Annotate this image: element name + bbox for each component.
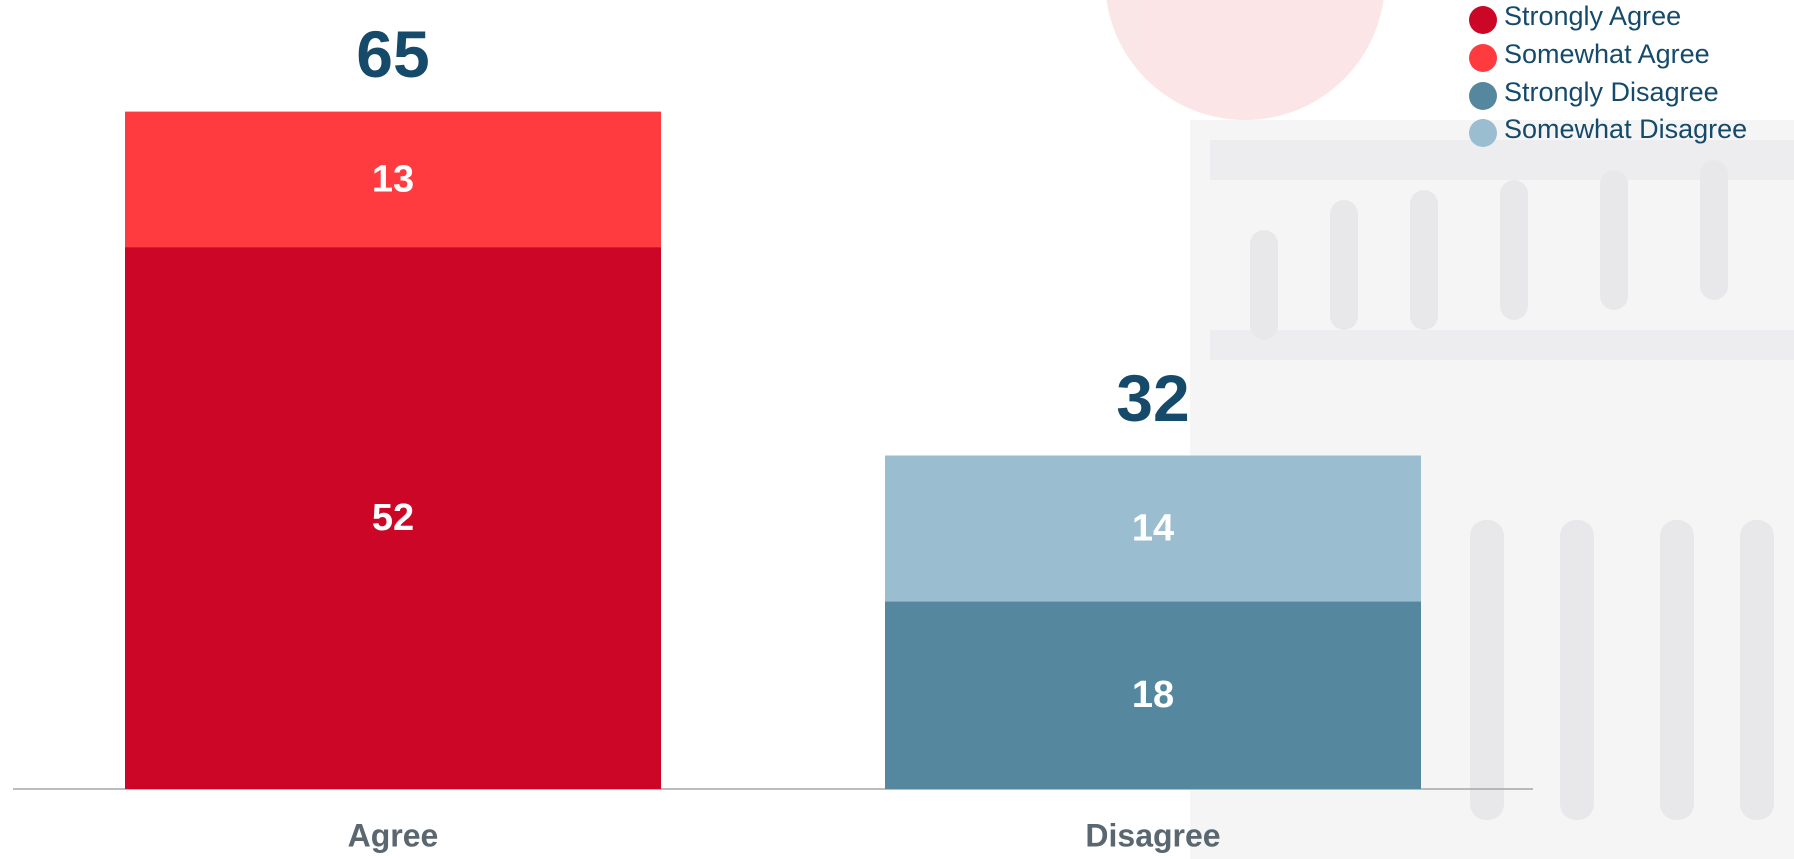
- legend-label: Somewhat Disagree: [1504, 114, 1747, 144]
- segment-label: 18: [1132, 674, 1174, 716]
- x-tick-label: Disagree: [1085, 817, 1220, 853]
- bar-segment: [125, 111, 661, 248]
- legend-marker: [1469, 119, 1497, 147]
- legend-marker: [1469, 82, 1497, 110]
- legend-marker: [1469, 44, 1497, 72]
- legend-label: Strongly Agree: [1504, 1, 1681, 31]
- legend-label: Strongly Disagree: [1504, 77, 1719, 107]
- bar-segment: [125, 247, 661, 790]
- segment-label: 13: [372, 158, 414, 200]
- segment-label: 14: [1132, 507, 1174, 549]
- total-label: 32: [1116, 361, 1189, 435]
- x-tick-label: Agree: [348, 817, 439, 853]
- legend-label: Somewhat Agree: [1504, 39, 1710, 69]
- total-label: 65: [356, 17, 429, 91]
- legend-marker: [1469, 6, 1497, 34]
- bar-segment: [885, 455, 1421, 602]
- bar-segment: [885, 601, 1421, 789]
- segment-label: 52: [372, 497, 414, 539]
